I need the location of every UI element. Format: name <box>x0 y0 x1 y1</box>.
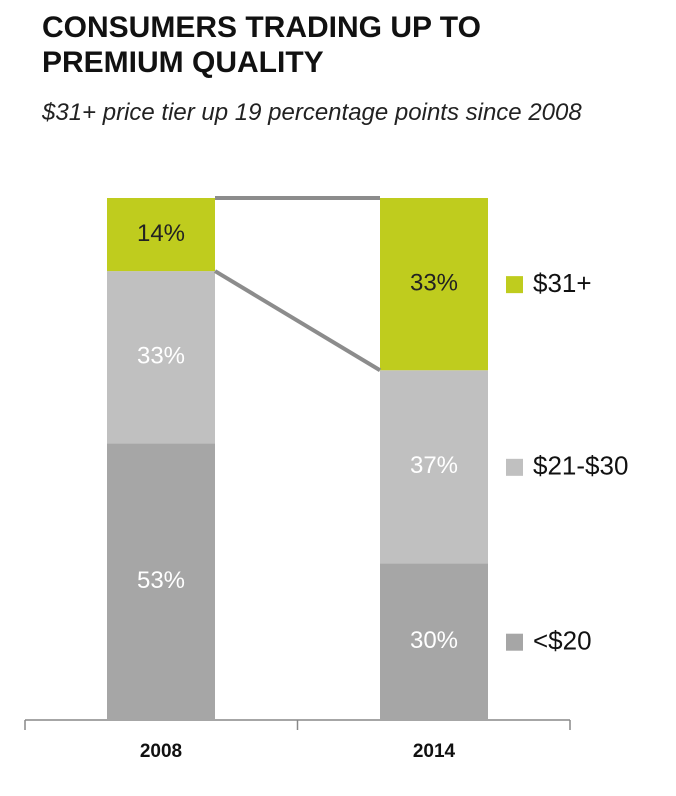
connector-line <box>213 269 382 372</box>
x-tick-label: 2008 <box>140 741 182 762</box>
data-label: 33% <box>137 343 185 370</box>
bar-segment <box>380 198 488 371</box>
bar-segment <box>107 443 215 720</box>
chart-subtitle: $31+ price tier up 19 percentage points … <box>42 99 582 126</box>
legend-swatch <box>506 633 523 651</box>
legend-swatch <box>506 458 523 476</box>
data-label: 33% <box>410 269 458 296</box>
legend-label: $21-$30 <box>533 451 628 481</box>
data-label: 14% <box>137 220 185 247</box>
bar-segment <box>380 370 488 564</box>
data-label: 37% <box>410 452 458 479</box>
chart-title: CONSUMERS TRADING UP TO PREMIUM QUALITY <box>42 11 481 79</box>
data-label: 30% <box>410 627 458 654</box>
bar-segment <box>107 198 215 272</box>
x-tick-label: 2014 <box>413 741 456 762</box>
legend-swatch <box>506 276 523 294</box>
bar-segment <box>380 563 488 720</box>
data-label: 53% <box>137 567 185 594</box>
legend-label: <$20 <box>533 626 592 656</box>
bar-segment <box>107 271 215 444</box>
legend-label: $31+ <box>533 268 592 298</box>
